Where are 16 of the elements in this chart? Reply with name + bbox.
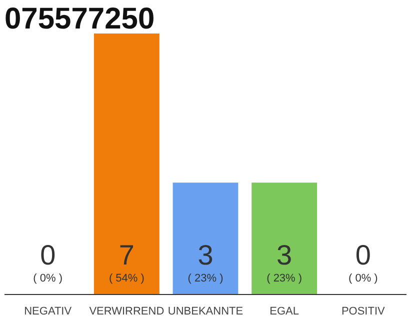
data-label: 3 <box>198 240 214 270</box>
x-tick-label: UNBEKANNTE <box>168 306 244 318</box>
annotation: ( 0% ) <box>33 272 63 284</box>
data-label: 0 <box>355 240 371 270</box>
data-label: 3 <box>276 240 292 270</box>
annotation: ( 23% ) <box>188 272 224 284</box>
x-tick-label: POSITIV <box>341 306 386 318</box>
x-tick-label: VERWIRREND <box>89 306 164 318</box>
chart-title: 075577250 <box>4 2 155 36</box>
annotation: ( 23% ) <box>266 272 302 284</box>
annotation: ( 0% ) <box>348 272 378 284</box>
data-label: 7 <box>118 240 134 270</box>
x-tick-label: NEGATIV <box>24 306 72 318</box>
x-tick-label: EGAL <box>270 306 300 318</box>
annotation: ( 54% ) <box>108 272 144 284</box>
data-label: 0 <box>40 240 56 270</box>
